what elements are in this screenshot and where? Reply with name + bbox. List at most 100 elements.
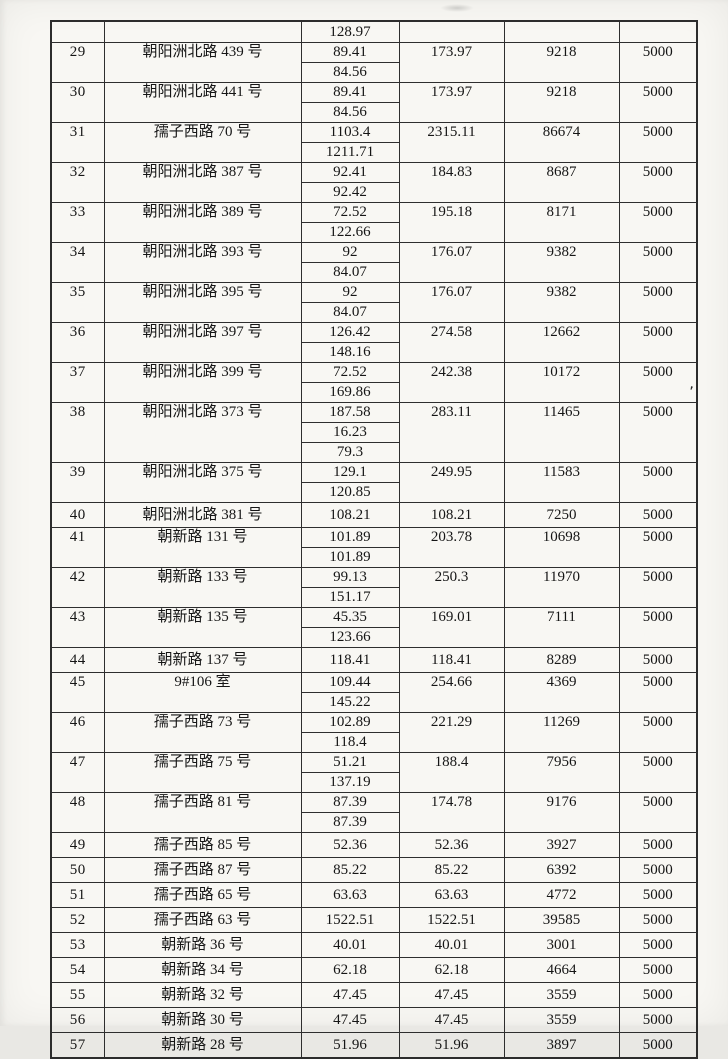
area-value-cell: 101.89 [300, 547, 400, 568]
amount-cell: 11269 [503, 712, 620, 753]
fee-cell: 5000 [618, 882, 698, 908]
area-value-cell: 145.22 [300, 692, 400, 713]
address-cell: 朝阳洲北路 381 号 [103, 502, 302, 528]
table-row: 32 朝阳洲北路 387 号 92.41 184.83 8687 5000 [50, 162, 698, 203]
area-value-cell: 45.35 [300, 607, 400, 628]
area-value-cell: 151.17 [300, 587, 400, 608]
area-value-cell: 51.96 [300, 1032, 400, 1059]
fee-cell: 5000 [618, 982, 698, 1008]
amount-cell: 11583 [503, 462, 620, 503]
table-row: 16.23 [51, 422, 697, 443]
area-value-cell: 1522.51 [300, 907, 400, 933]
row-number-cell: 29 [50, 42, 105, 83]
amount-cell: 8171 [503, 202, 620, 243]
row-number-cell: 31 [50, 122, 105, 163]
total-area-cell: 250.3 [398, 567, 505, 608]
total-area-cell: 169.01 [398, 607, 505, 648]
address-cell: 孺子西路 73 号 [103, 712, 302, 753]
area-value-cell: 123.66 [300, 627, 400, 648]
amount-cell: 4664 [503, 957, 620, 983]
row-number-cell: 53 [50, 932, 105, 958]
table-row: 37 朝阳洲北路 399 号 72.52 242.38 10172 5000 [50, 362, 698, 403]
total-area-cell: 108.21 [398, 502, 505, 528]
total-area-cell [398, 20, 505, 43]
total-area-cell: 195.18 [398, 202, 505, 243]
total-area-cell: 176.07 [398, 242, 505, 283]
fee-cell: 5000 [618, 162, 698, 203]
amount-cell: 8289 [503, 647, 620, 673]
amount-cell: 9176 [503, 792, 620, 833]
table-row: 57 朝新路 28 号 51.96 51.96 3897 5000 [50, 1032, 698, 1059]
address-cell: 朝新路 30 号 [103, 1007, 302, 1033]
total-area-cell: 47.45 [398, 982, 505, 1008]
row-number-cell: 37 [50, 362, 105, 403]
table-row: 29 朝阳洲北路 439 号 89.41 173.97 9218 5000 [50, 42, 698, 83]
table-row: 122.66 [51, 222, 697, 243]
table-row: 48 孺子西路 81 号 87.39 174.78 9176 5000 [50, 792, 698, 833]
address-cell: 朝阳洲北路 373 号 [103, 402, 302, 463]
total-area-cell: 118.41 [398, 647, 505, 673]
amount-cell: 10172 [503, 362, 620, 403]
area-value-cell: 1103.4 [300, 122, 400, 143]
fee-cell: 5000 [618, 402, 698, 463]
row-number-cell: 57 [50, 1032, 105, 1059]
amount-cell: 9218 [503, 82, 620, 123]
fee-cell: 5000 [618, 607, 698, 648]
area-value-cell: 92.42 [300, 182, 400, 203]
area-value-cell: 169.86 [300, 382, 400, 403]
amount-cell: 3559 [503, 1007, 620, 1033]
row-number-cell: 51 [50, 882, 105, 908]
payment-table: 128.97 29 朝阳洲北路 439 号 89.41 173.97 9218 5000 84… [50, 20, 698, 1059]
total-area-cell: 283.11 [398, 402, 505, 463]
table-row: 118.4 [51, 732, 697, 753]
fee-cell: 5000 [618, 672, 698, 713]
address-cell: 朝新路 32 号 [103, 982, 302, 1008]
row-number-cell: 50 [50, 857, 105, 883]
fee-cell: 5000 [618, 567, 698, 608]
fee-cell: 5000 [618, 527, 698, 568]
area-value-cell: 89.41 [300, 42, 400, 63]
address-cell: 朝阳洲北路 387 号 [103, 162, 302, 203]
fee-cell: 5000 [618, 502, 698, 528]
address-cell: 朝新路 135 号 [103, 607, 302, 648]
total-area-cell: 174.78 [398, 792, 505, 833]
area-value-cell: 16.23 [300, 422, 400, 443]
address-cell: 朝新路 131 号 [103, 527, 302, 568]
address-cell: 孺子西路 63 号 [103, 907, 302, 933]
area-value-cell: 102.89 [300, 712, 400, 733]
table-row: 42 朝新路 133 号 99.13 250.3 11970 5000 [50, 567, 698, 608]
row-number-cell: 35 [50, 282, 105, 323]
fee-cell: 5000 [618, 322, 698, 363]
amount-cell: 11465 [503, 402, 620, 463]
fee-cell: 5000 [618, 647, 698, 673]
row-number-cell: 56 [50, 1007, 105, 1033]
area-value-cell: 87.39 [300, 812, 400, 833]
total-area-cell: 173.97 [398, 82, 505, 123]
address-cell: 孺子西路 87 号 [103, 857, 302, 883]
row-number-cell: 43 [50, 607, 105, 648]
address-cell: 朝新路 137 号 [103, 647, 302, 673]
area-value-cell: 109.44 [300, 672, 400, 693]
table-row: 46 孺子西路 73 号 102.89 221.29 11269 5000 [50, 712, 698, 753]
total-area-cell: 47.45 [398, 1007, 505, 1033]
area-value-cell: 84.56 [300, 62, 400, 83]
scan-smudge [440, 4, 474, 12]
amount-cell: 10698 [503, 527, 620, 568]
row-number-cell: 55 [50, 982, 105, 1008]
area-value-cell: 129.1 [300, 462, 400, 483]
table-row: 49 孺子西路 85 号 52.36 52.36 3927 5000 [50, 832, 698, 858]
total-area-cell: 173.97 [398, 42, 505, 83]
table-row: 34 朝阳洲北路 393 号 92 176.07 9382 5000 [50, 242, 698, 283]
address-cell: 孺子西路 70 号 [103, 122, 302, 163]
area-value-cell: 47.45 [300, 1007, 400, 1033]
table-row: 53 朝新路 36 号 40.01 40.01 3001 5000 [50, 932, 698, 958]
area-value-cell: 72.52 [300, 362, 400, 383]
table-row: 41 朝新路 131 号 101.89 203.78 10698 5000 [50, 527, 698, 568]
fee-cell: 5000 [618, 362, 698, 403]
address-cell: 朝阳洲北路 375 号 [103, 462, 302, 503]
fee-cell: 5000 [618, 712, 698, 753]
fee-cell: 5000 [618, 752, 698, 793]
amount-cell: 7250 [503, 502, 620, 528]
amount-cell: 6392 [503, 857, 620, 883]
row-number-cell: 33 [50, 202, 105, 243]
